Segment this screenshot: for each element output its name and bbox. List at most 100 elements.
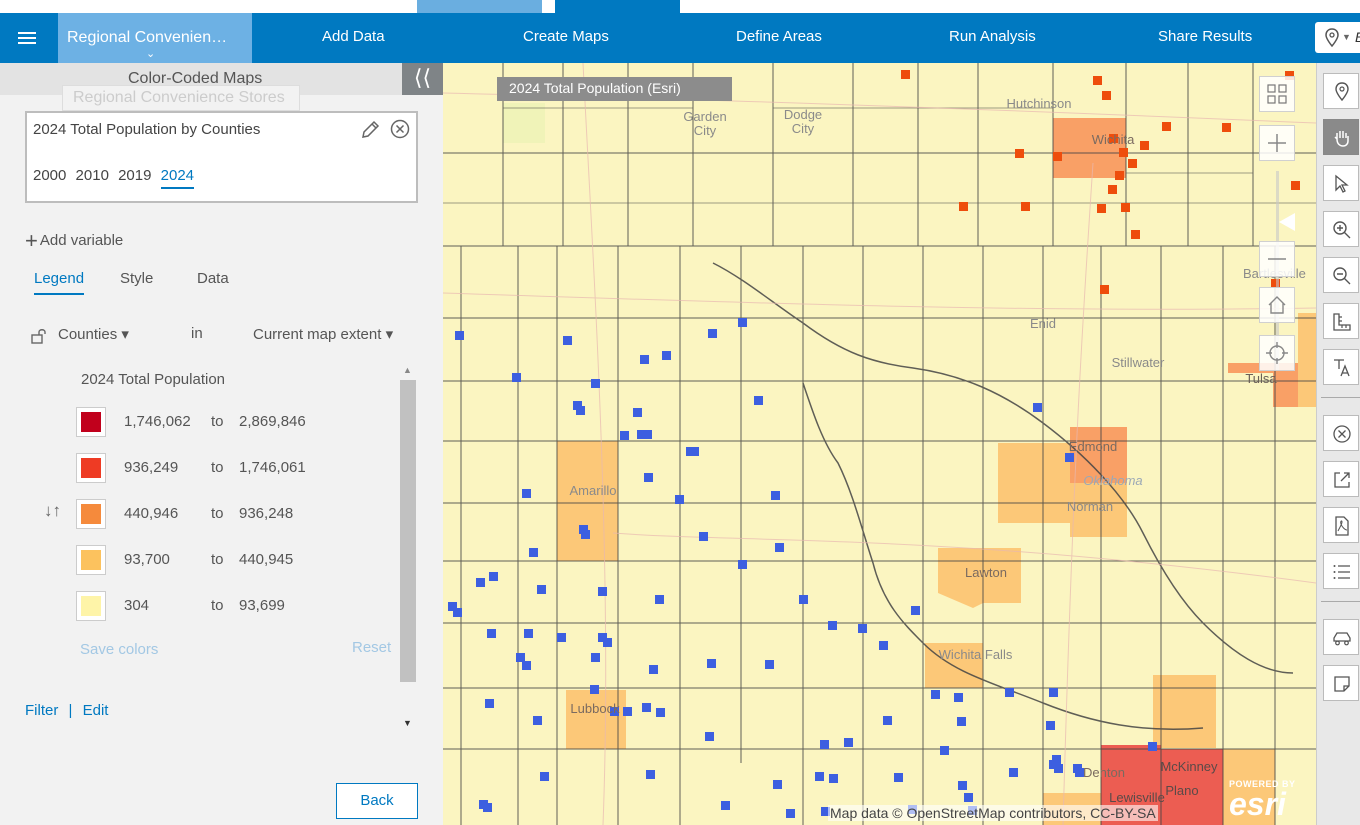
layer-list-tool[interactable]	[1323, 553, 1359, 589]
swatch-fill	[81, 458, 101, 478]
class-from: 936,249	[124, 459, 179, 476]
year-2010[interactable]: 2010	[75, 167, 109, 184]
class-from: 1,746,062	[124, 413, 191, 430]
color-swatch[interactable]	[76, 407, 106, 437]
map-place-enid: Enid	[1029, 316, 1057, 331]
zoom-out-tool[interactable]	[1323, 257, 1359, 293]
location-pin-icon	[1335, 82, 1349, 102]
year-2019[interactable]: 2019	[118, 167, 152, 184]
collapse-panel-button[interactable]: ⟨⟨	[402, 63, 443, 95]
map-place-hutchinson: Hutchinson	[1006, 96, 1072, 111]
back-button[interactable]: Back	[336, 783, 418, 819]
chevron-down-icon: ⌄	[146, 48, 156, 60]
drive-time-tool[interactable]	[1323, 619, 1359, 655]
map-place-amarillo: Amarillo	[569, 483, 617, 498]
map-place-lubbock: Lubbock	[570, 701, 620, 716]
in-label: in	[191, 325, 203, 342]
home-extent-button[interactable]	[1259, 287, 1295, 323]
app-header: Regional Convenien… ⌄ Add Data Create Ma…	[0, 13, 1360, 63]
zoom-in-tool[interactable]	[1323, 211, 1359, 247]
year-2000[interactable]: 2000	[33, 167, 67, 184]
draw-polygon-tool[interactable]	[1323, 665, 1359, 701]
legend-row: 440,946 to 936,248	[76, 499, 396, 533]
project-title-tab[interactable]: Regional Convenien… ⌄	[58, 13, 252, 63]
scroll-down-icon[interactable]: ▼	[403, 718, 412, 728]
tab-style[interactable]: Style	[120, 270, 154, 287]
unlock-icon[interactable]	[30, 327, 48, 349]
class-to: 440,945	[239, 551, 294, 568]
edit-pencil-icon[interactable]	[359, 119, 381, 146]
link-separator: |	[68, 702, 73, 719]
color-swatch[interactable]	[76, 591, 106, 621]
nav-create-maps[interactable]: Create Maps	[523, 28, 609, 45]
powered-by-text: POWERED BY	[1229, 779, 1296, 789]
pdf-document-icon	[1335, 516, 1349, 536]
legend-title: 2024 Total Population	[81, 371, 226, 388]
add-variable-button[interactable]: + Add variable	[25, 228, 123, 254]
side-panel: Color-Coded Maps ⟨⟨ Regional Convenience…	[0, 63, 443, 825]
basemap-toggle-button[interactable]	[1259, 76, 1295, 112]
esri-logo: POWERED BY esri	[1229, 779, 1296, 822]
plus-icon: +	[25, 228, 38, 253]
search-partial-text: E	[1355, 29, 1360, 45]
county-grid	[443, 63, 1316, 825]
class-from: 304	[124, 597, 150, 614]
zoom-in-button[interactable]	[1259, 125, 1295, 161]
map-place-norman: Norman	[1066, 499, 1114, 514]
nav-run-analysis[interactable]: Run Analysis	[949, 28, 1036, 45]
menu-icon[interactable]	[10, 23, 46, 53]
nav-define-areas[interactable]: Define Areas	[736, 28, 822, 45]
tab-legend[interactable]: Legend	[34, 270, 85, 295]
reset-link[interactable]: Reset	[352, 639, 392, 656]
top-strip-tab-2[interactable]	[555, 0, 680, 13]
export-tool[interactable]	[1323, 461, 1359, 497]
basemap-icon	[1267, 84, 1287, 104]
zoom-slider-thumb[interactable]	[1279, 213, 1295, 231]
location-search[interactable]: ▼ E	[1315, 22, 1360, 53]
magnify-plus-icon	[1333, 221, 1351, 239]
nav-share-results[interactable]: Share Results	[1158, 28, 1253, 45]
swap-order-icon[interactable]: ↓↑	[44, 501, 61, 520]
measure-tool[interactable]	[1323, 303, 1359, 339]
pdf-export-tool[interactable]	[1323, 507, 1359, 543]
text-label-tool[interactable]	[1323, 349, 1359, 385]
top-strip-tab-1[interactable]	[417, 0, 542, 13]
map-place-dodge-city: Dodge City	[783, 107, 823, 136]
map-place-plano: Plano	[1165, 783, 1199, 798]
place-pin-tool[interactable]	[1323, 73, 1359, 109]
map-place-lewisville: Lewisville	[1109, 790, 1165, 805]
year-2024[interactable]: 2024	[160, 167, 195, 189]
class-to-label: to	[211, 459, 224, 476]
tab-data[interactable]: Data	[197, 270, 229, 287]
year-selector: 2000 2010 2019 2024	[33, 167, 199, 189]
pan-tool[interactable]	[1323, 119, 1359, 155]
top-strip	[0, 0, 1360, 13]
swatch-fill	[81, 550, 101, 570]
color-swatch[interactable]	[76, 453, 106, 483]
map-place-wichita: Wichita	[1091, 132, 1135, 147]
class-to-label: to	[211, 597, 224, 614]
locate-button[interactable]	[1259, 335, 1295, 371]
extent-dropdown[interactable]: Current map extent ▾	[253, 326, 394, 343]
select-tool[interactable]	[1323, 165, 1359, 201]
color-swatch[interactable]	[76, 499, 106, 529]
caret-down-icon: ▼	[1342, 32, 1351, 42]
map-place-oklahoma: Oklahoma	[1083, 473, 1143, 488]
hand-icon	[1334, 131, 1349, 147]
color-swatch[interactable]	[76, 545, 106, 575]
save-colors-link[interactable]: Save colors	[80, 641, 159, 658]
clear-graphics-tool[interactable]	[1323, 415, 1359, 451]
scroll-up-icon[interactable]: ▲	[403, 365, 412, 375]
remove-variable-icon[interactable]	[390, 119, 410, 144]
geography-dropdown[interactable]: Counties ▾	[58, 326, 129, 343]
legend-scrollbar[interactable]: ▲ ▼	[399, 363, 417, 735]
zoom-out-button[interactable]	[1259, 241, 1295, 277]
nav-add-data[interactable]: Add Data	[322, 28, 385, 45]
esri-brand-text: esri	[1229, 786, 1286, 822]
map-view[interactable]: 2024 Total Population (Esri) Garden City…	[443, 63, 1316, 825]
filter-link[interactable]: Filter	[25, 702, 59, 719]
scroll-thumb[interactable]	[400, 380, 416, 682]
class-to: 93,699	[239, 597, 285, 614]
edit-link[interactable]: Edit	[82, 702, 109, 719]
polygon-icon	[1334, 676, 1350, 692]
